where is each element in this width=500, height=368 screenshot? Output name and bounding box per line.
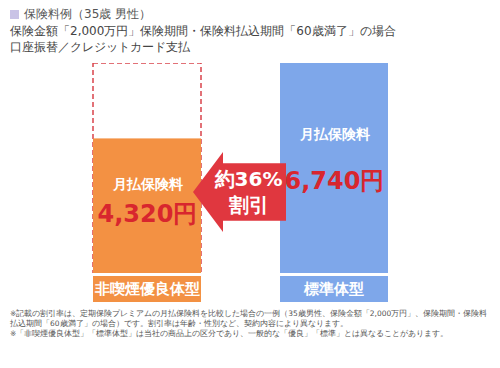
html-text:口座振替／クレジットカード支払: 口座振替／クレジットカード支払 xyxy=(10,40,190,54)
html-text:割引: 割引 xyxy=(228,193,269,218)
svg-text:6,740円: 6,740円 xyxy=(285,167,385,195)
html-text:※記載の割引率は、定期保険プレミアムの月払保険料を比較した場: ※記載の割引率は、定期保険プレミアムの月払保険料を比較した場合の一例（35歳男性… xyxy=(10,309,488,328)
svg-text:月払保険料: 月払保険料 xyxy=(299,126,370,142)
svg-text:4,320円: 4,320円 xyxy=(98,200,198,228)
html-text:標準体型: 標準体型 xyxy=(304,280,364,298)
html-text:※「非喫煙優良体型」「標準体型」は当社の商品上の区分であり、: ※「非喫煙優良体型」「標準体型」は当社の商品上の区分であり、一般的な「優良」「標… xyxy=(10,329,449,338)
html-text:保険料例（35歳 男性）: 保険料例（35歳 男性） xyxy=(24,7,152,21)
html-text:保険金額「2,000万円」保険期間・保険料払込期間「60歳満: 保険金額「2,000万円」保険期間・保険料払込期間「60歳満了」の場合 xyxy=(10,24,396,38)
svg-text:月払保険料: 月払保険料 xyxy=(112,176,183,192)
html-text:非喫煙優良体型: 非喫煙優良体型 xyxy=(94,280,200,298)
html-text:約36%: 約36% xyxy=(214,166,283,191)
